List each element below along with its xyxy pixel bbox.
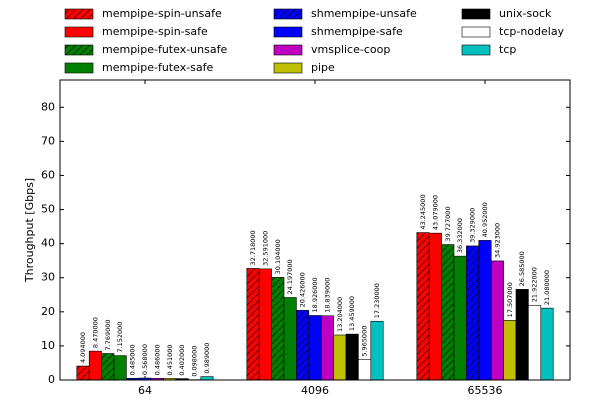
legend-swatch xyxy=(461,8,491,20)
bar xyxy=(428,232,442,381)
legend-label: mempipe-futex-unsafe xyxy=(102,43,227,56)
value-label: 0.485000 xyxy=(129,344,137,375)
bar xyxy=(358,359,372,381)
bar xyxy=(478,240,492,381)
value-label: 43.245000 xyxy=(419,194,427,229)
legend-label: vmsplice-coop xyxy=(311,43,390,56)
y-tick-label: 50 xyxy=(41,203,55,216)
legend-swatch xyxy=(64,44,94,56)
bar xyxy=(76,365,90,381)
value-label: 26.585000 xyxy=(518,251,526,286)
value-label: 24.197000 xyxy=(286,259,294,294)
legend-label: unix-sock xyxy=(499,7,552,20)
value-label: 18.926000 xyxy=(311,277,319,312)
bar xyxy=(345,333,359,381)
bar xyxy=(320,315,334,381)
y-tick-label: 30 xyxy=(41,271,55,284)
value-label: 18.839000 xyxy=(323,278,331,313)
value-label: 20.426000 xyxy=(299,272,307,307)
bar xyxy=(283,297,297,381)
value-label: 4.094000 xyxy=(79,332,87,363)
value-label: 5.965000 xyxy=(361,326,369,357)
legend-swatch xyxy=(64,62,94,74)
y-tick-label: 20 xyxy=(41,305,55,318)
y-tick-label: 60 xyxy=(41,168,55,181)
value-label: 0.402000 xyxy=(178,345,186,376)
legend-swatch xyxy=(64,26,94,38)
bar xyxy=(113,355,127,381)
legend-label: tcp-nodelay xyxy=(499,25,565,38)
y-tick-label: 10 xyxy=(41,339,55,352)
y-axis-label: Throughput [Gbps] xyxy=(23,178,36,283)
y-tick-label: 0 xyxy=(48,373,55,386)
value-label: 0.098000 xyxy=(191,346,199,377)
y-tick-label: 70 xyxy=(41,134,55,147)
value-label: 32.591000 xyxy=(261,231,269,266)
value-label: 7.152000 xyxy=(116,322,124,353)
value-label: 13.204000 xyxy=(336,297,344,332)
legend-swatch xyxy=(273,26,303,38)
value-label: 17.507000 xyxy=(506,282,514,317)
legend-swatch xyxy=(461,26,491,38)
value-label: 0.568000 xyxy=(141,344,149,375)
bar xyxy=(88,350,102,381)
legend-label: mempipe-spin-unsafe xyxy=(102,7,222,20)
value-label: 36.332000 xyxy=(456,218,464,253)
value-label: 0.486000 xyxy=(153,344,161,375)
value-label: 39.329000 xyxy=(469,208,477,243)
legend-label: mempipe-spin-safe xyxy=(102,25,208,38)
legend-label: shmempipe-safe xyxy=(311,25,403,38)
value-label: 34.923000 xyxy=(493,223,501,258)
value-label: 32.718000 xyxy=(249,230,257,265)
value-label: 0.451000 xyxy=(166,344,174,375)
bar xyxy=(441,244,455,381)
value-label: 43.079000 xyxy=(431,195,439,230)
legend-swatch xyxy=(273,62,303,74)
legend-swatch xyxy=(273,44,303,56)
x-tick-label: 4096 xyxy=(301,384,329,397)
legend-label: mempipe-futex-safe xyxy=(102,61,214,74)
x-tick-label: 65536 xyxy=(468,384,503,397)
bar xyxy=(503,320,517,381)
legend-label: shmempipe-unsafe xyxy=(311,7,417,20)
value-label: 17.230000 xyxy=(373,283,381,318)
value-label: 39.727000 xyxy=(444,206,452,241)
value-label: 30.104000 xyxy=(274,239,282,274)
bar xyxy=(333,334,347,381)
value-label: 13.459000 xyxy=(348,296,356,331)
y-tick-label: 80 xyxy=(41,100,55,113)
bar xyxy=(540,307,554,381)
bar xyxy=(101,353,115,381)
x-tick-label: 64 xyxy=(138,384,152,397)
bar xyxy=(200,376,214,381)
value-label: 7.769000 xyxy=(104,319,112,350)
legend-label: tcp xyxy=(499,43,516,56)
bar xyxy=(296,310,310,381)
y-tick-label: 40 xyxy=(41,237,55,250)
legend-swatch xyxy=(273,8,303,20)
bar xyxy=(258,268,272,381)
value-label: 21.080000 xyxy=(543,270,551,305)
bar xyxy=(246,268,260,381)
bar xyxy=(370,320,384,381)
bar xyxy=(515,289,529,381)
bar xyxy=(308,315,322,381)
plot-frame xyxy=(59,79,571,381)
bar xyxy=(466,245,480,381)
value-label: 8.470000 xyxy=(91,317,99,348)
legend-swatch xyxy=(461,44,491,56)
bar xyxy=(416,232,430,381)
bar xyxy=(528,304,542,381)
legend-swatch xyxy=(64,8,94,20)
legend-label: pipe xyxy=(311,61,335,74)
value-label: 0.989000 xyxy=(203,343,211,374)
bar xyxy=(490,260,504,381)
value-label: 21.922000 xyxy=(531,267,539,302)
value-label: 40.952000 xyxy=(481,202,489,237)
bar xyxy=(453,255,467,381)
bar xyxy=(271,277,285,381)
